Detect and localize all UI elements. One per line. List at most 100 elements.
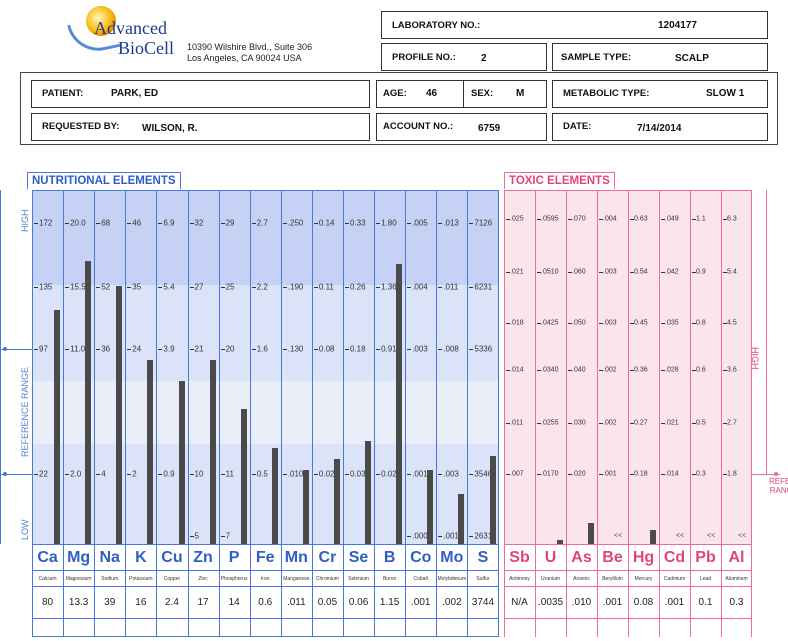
tick-dash — [599, 423, 603, 424]
tick-dash — [599, 370, 603, 371]
element-symbol-hg: Hg — [632, 549, 655, 566]
tick-dash — [282, 474, 287, 475]
lower-band — [33, 444, 498, 544]
element-name-ca: Calcium — [38, 576, 57, 582]
tick-label: .060 — [572, 268, 586, 276]
tick-dash — [158, 474, 163, 475]
column-divider — [597, 190, 598, 637]
tick-label: 3.6 — [727, 366, 737, 374]
tick-dash — [189, 287, 194, 288]
tick-dash — [34, 223, 38, 224]
tick-label: 21 — [194, 344, 204, 354]
tick-label: .001 — [603, 470, 617, 478]
tick-label: .003 — [412, 344, 428, 354]
tick-label: 0.26 — [350, 282, 366, 292]
tick-dash — [34, 349, 38, 350]
tick-label: .000 — [412, 531, 428, 541]
tick-dash — [723, 474, 727, 475]
date-box: DATE: 7/14/2014 — [552, 113, 768, 141]
column-divider — [436, 190, 438, 637]
requested-by-value: WILSON, R. — [142, 123, 198, 134]
element-symbol-u: U — [544, 549, 557, 566]
tick-dash — [537, 323, 541, 324]
tick-label: 20 — [225, 344, 235, 354]
patient-section-frame — [20, 72, 778, 145]
table-rule — [32, 544, 499, 545]
column-divider — [63, 190, 65, 637]
tick-label: 11.0 — [70, 344, 86, 354]
tick-label: 0.91 — [381, 344, 397, 354]
tick-label: 0.02 — [381, 469, 397, 479]
tick-label: .035 — [665, 319, 679, 327]
element-symbol-pb: Pb — [695, 549, 716, 566]
ref-dot-bot — [3, 472, 7, 476]
tick-dash — [158, 349, 163, 350]
tick-dash — [65, 223, 70, 224]
tick-label: 27 — [194, 282, 204, 292]
tick-dash — [189, 474, 194, 475]
bar-u — [557, 540, 563, 544]
tick-dash — [127, 223, 132, 224]
tick-dash — [282, 349, 287, 350]
element-result-b: 1.15 — [379, 597, 400, 608]
element-name-p: Phosphorus — [220, 576, 248, 582]
tick-dash — [506, 272, 510, 273]
nutritional-frame — [32, 190, 499, 637]
address-line1: 10390 Wilshire Blvd., Suite 306 — [187, 42, 313, 52]
tick-dash — [568, 219, 572, 220]
ref-dot-top — [3, 347, 7, 351]
tick-label: .003 — [603, 319, 617, 327]
tick-dash — [723, 423, 727, 424]
tick-dash — [568, 272, 572, 273]
tick-label: 5336 — [474, 344, 493, 354]
tick-label: .005 — [412, 218, 428, 228]
element-symbol-cu: Cu — [161, 549, 183, 566]
tick-dash — [469, 349, 474, 350]
tick-label: 2 — [132, 469, 137, 479]
bar-hg — [650, 529, 656, 544]
tick-label: 5.4 — [163, 282, 175, 292]
tick-label: 15.5 — [70, 282, 86, 292]
tick-dash — [65, 287, 70, 288]
column-divider — [628, 190, 629, 637]
tick-label: 0.5 — [696, 419, 706, 427]
tick-label: 5.4 — [727, 268, 737, 276]
date-value: 7/14/2014 — [637, 123, 682, 134]
column-divider — [156, 190, 158, 637]
tick-dash — [34, 474, 38, 475]
tick-label: .004 — [603, 215, 617, 223]
element-result-na: 39 — [104, 597, 116, 608]
column-divider — [690, 190, 691, 637]
tick-label: .011 — [510, 419, 524, 427]
tick-dash — [568, 370, 572, 371]
column-divider — [280, 190, 282, 637]
tick-label: 6231 — [474, 282, 493, 292]
element-symbol-cr: Cr — [318, 549, 337, 566]
upper-band — [33, 285, 498, 381]
bar-fe — [271, 448, 278, 544]
tick-dash — [345, 223, 349, 224]
tick-dash — [537, 474, 541, 475]
profile-box: PROFILE NO.: 2 — [381, 43, 547, 71]
tick-dash — [127, 349, 132, 350]
column-divider — [659, 190, 660, 637]
tick-dash — [313, 287, 318, 288]
tick-label: 0.36 — [634, 366, 648, 374]
tick-label: 2.7 — [727, 419, 737, 427]
element-name-na: Sodium — [101, 576, 119, 582]
element-name-fe: Iron — [260, 576, 270, 582]
address-line2: Los Angeles, CA 90024 USA — [187, 53, 302, 63]
tick-label: 135 — [39, 282, 53, 292]
requested-box: REQUESTED BY: WILSON, R. — [31, 113, 370, 141]
high-band — [33, 191, 498, 285]
tick-label: 0.02 — [318, 469, 335, 479]
tick-dash — [568, 323, 572, 324]
tick-label: 0.9 — [696, 268, 706, 276]
tick-label: .021 — [510, 268, 524, 276]
element-result-u: .0035 — [537, 597, 564, 608]
tick-dash — [189, 536, 194, 537]
below-range-flag-be: << — [614, 532, 623, 540]
tick-dash — [251, 474, 256, 475]
tick-dash — [630, 323, 634, 324]
tick-dash — [723, 272, 727, 273]
